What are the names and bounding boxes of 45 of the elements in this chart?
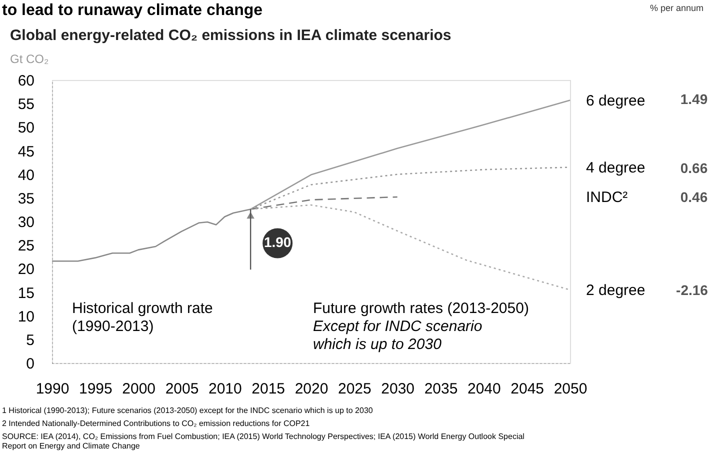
text: INDC² bbox=[586, 188, 628, 206]
x-tick-label: 2030 bbox=[381, 380, 415, 398]
series-label: 4 degree bbox=[586, 159, 646, 176]
y-tick-label: 5 bbox=[26, 332, 34, 349]
y-tick-label: 20 bbox=[18, 261, 34, 278]
x-tick-label: 2050 bbox=[554, 380, 588, 398]
text: 0.46 bbox=[680, 189, 708, 205]
y-tick-label: 35 bbox=[18, 190, 34, 208]
chart-title: to lead to runaway climate change bbox=[2, 2, 263, 19]
y-tick-label: 25 bbox=[18, 238, 34, 255]
y-tick-label: 15 bbox=[18, 284, 34, 302]
text: 0.66 bbox=[680, 160, 708, 176]
x-tick-label: 2045 bbox=[510, 380, 544, 398]
x-tick-label: 2020 bbox=[294, 380, 328, 398]
source-note: SOURCE: IEA (2014), CO₂ Emissions from Fuel Combustion; IEA (2015) World Technology Perspectives; IEA (2015) World Energy Outlook Special Report on Energy and Climate Change bbox=[2, 432, 525, 451]
text: 2 Intended Nationally-Determined Contributions to CO₂ emission reductions for COP21 bbox=[2, 419, 310, 428]
x-tick-label: 1995 bbox=[78, 380, 112, 398]
text: 1.49 bbox=[680, 91, 708, 107]
text: 1 Historical (1990-2013); Future scenarios (2013-2050) except for the INDC scenario which is up to 2030 bbox=[2, 406, 374, 415]
x-tick-label: 1990 bbox=[36, 380, 70, 398]
y-tick-label: 30 bbox=[18, 214, 34, 231]
x-tick-label: 2025 bbox=[338, 380, 372, 398]
annotation: 1.90 bbox=[264, 234, 292, 250]
y-tick-label: 50 bbox=[18, 120, 34, 137]
y-tick-label: 10 bbox=[18, 308, 34, 326]
text: -2.16 bbox=[676, 282, 708, 298]
y-tick-label: 55 bbox=[18, 96, 34, 114]
chart-subtitle: Global energy-related CO₂ emissions in IEA climate scenarios bbox=[10, 27, 452, 44]
annotation: Historical growth rate (1990-2013) bbox=[72, 300, 213, 335]
series-label: 2 degree bbox=[586, 282, 646, 299]
x-tick-label: 2010 bbox=[208, 380, 242, 398]
x-tick-label: 2000 bbox=[122, 380, 156, 398]
text: % per annum bbox=[650, 3, 704, 13]
x-tick-label: 2015 bbox=[252, 380, 286, 398]
x-tick-label: 2035 bbox=[424, 380, 458, 398]
y-axis-title: Gt CO₂ bbox=[10, 52, 49, 66]
annotation: Future growth rates (2013-2050) bbox=[313, 300, 529, 317]
y-tick-label: 60 bbox=[18, 72, 34, 90]
y-tick-label: 40 bbox=[18, 166, 34, 184]
annotation: Except for INDC scenario which is up to 2030 bbox=[313, 318, 482, 353]
series-label: 6 degree bbox=[586, 92, 646, 110]
y-tick-label: 0 bbox=[26, 356, 34, 372]
x-tick-label: 2040 bbox=[467, 380, 501, 398]
x-tick-label: 2005 bbox=[165, 380, 199, 398]
y-tick-label: 45 bbox=[18, 143, 34, 160]
